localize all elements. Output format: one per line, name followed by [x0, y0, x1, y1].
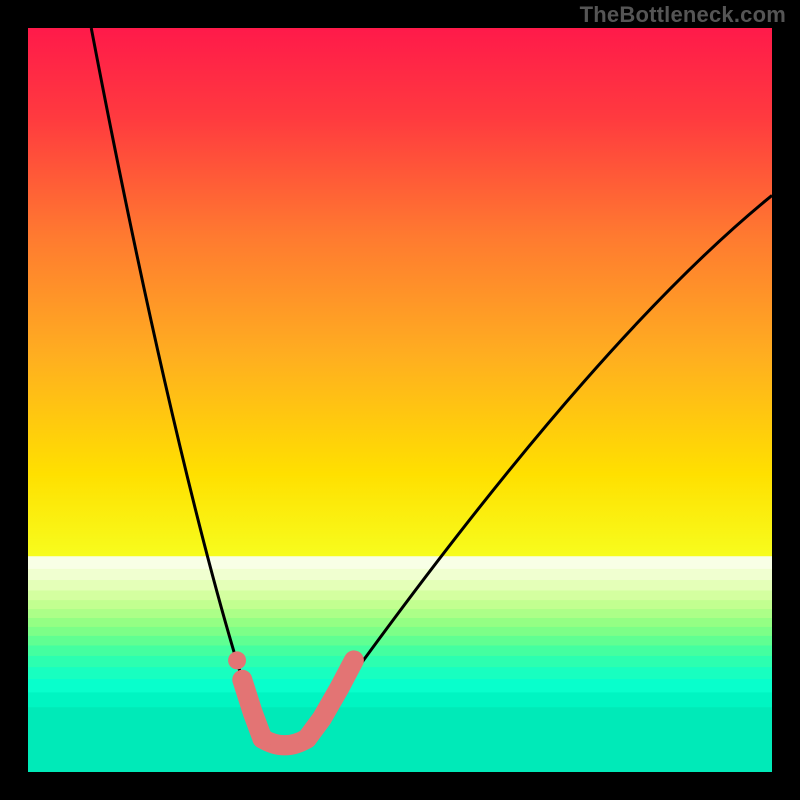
bottom-color-band	[28, 556, 772, 772]
bottleneck-chart	[0, 0, 800, 800]
figure-frame: TheBottleneck.com	[0, 0, 800, 800]
accent-dot	[228, 651, 246, 669]
watermark-text: TheBottleneck.com	[580, 2, 786, 28]
